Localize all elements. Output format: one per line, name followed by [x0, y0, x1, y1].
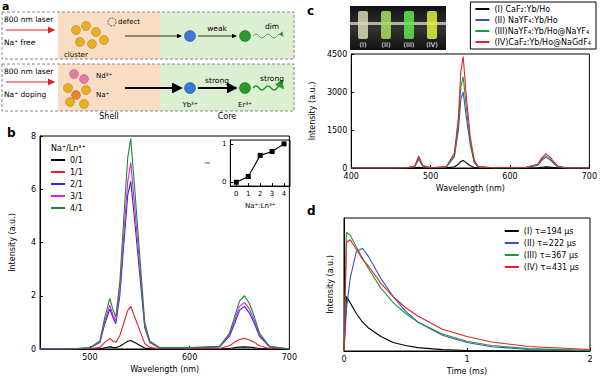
svg-text:Na⁺ free: Na⁺ free [4, 38, 36, 47]
svg-text:d: d [307, 204, 316, 218]
svg-text:(IV): (IV) [426, 41, 437, 49]
svg-text:Shell: Shell [99, 112, 119, 121]
svg-text:700: 700 [282, 353, 297, 362]
svg-text:Intensity (a.u.): Intensity (a.u.) [308, 82, 317, 141]
svg-text:cluster: cluster [64, 51, 88, 59]
svg-text:Er³⁺: Er³⁺ [238, 101, 252, 109]
svg-text:4: 4 [31, 238, 36, 247]
svg-text:(IV)CaF₂:Yb/Ho@NaGdF₄: (IV)CaF₂:Yb/Ho@NaGdF₄ [494, 38, 591, 47]
svg-text:4/1: 4/1 [70, 204, 83, 213]
svg-text:Wavelength (nm): Wavelength (nm) [130, 365, 199, 374]
svg-text:I: I [204, 162, 212, 164]
svg-text:600: 600 [182, 353, 197, 362]
svg-text:4: 4 [282, 190, 287, 198]
svg-text:500: 500 [423, 172, 438, 181]
svg-text:0: 0 [341, 355, 346, 364]
svg-text:3/1: 3/1 [70, 192, 83, 201]
svg-text:(I): (I) [360, 41, 367, 49]
svg-text:3000: 3000 [327, 88, 347, 97]
svg-text:0/1: 0/1 [70, 156, 83, 165]
svg-text:1: 1 [246, 190, 250, 198]
svg-text:6: 6 [31, 185, 36, 194]
svg-text:0: 0 [222, 178, 226, 186]
svg-text:0: 0 [234, 190, 238, 198]
svg-text:Intensity (a.u.): Intensity (a.u.) [8, 213, 17, 272]
svg-text:strong: strong [205, 76, 229, 85]
svg-text:Time (ms): Time (ms) [446, 367, 487, 376]
svg-text:800 nm laser: 800 nm laser [4, 15, 54, 24]
svg-text:600: 600 [502, 172, 517, 181]
svg-text:(II) NaYF₄:Yb/Ho: (II) NaYF₄:Yb/Ho [494, 16, 557, 25]
svg-text:(III)NaYF₄:Yb/Ho@NaYF₄: (III)NaYF₄:Yb/Ho@NaYF₄ [494, 27, 589, 36]
svg-text:b: b [7, 126, 16, 140]
svg-text:1/1: 1/1 [70, 168, 83, 177]
svg-text:weak: weak [207, 24, 227, 33]
svg-text:700: 700 [582, 172, 597, 181]
svg-text:2/1: 2/1 [70, 180, 83, 189]
svg-text:c: c [307, 4, 314, 18]
svg-text:Yb³⁺: Yb³⁺ [181, 101, 198, 109]
svg-text:(IV) τ=431 μs: (IV) τ=431 μs [524, 263, 579, 272]
svg-text:(III) τ=367 μs: (III) τ=367 μs [524, 251, 578, 260]
svg-text:Intensity (a.u.): Intensity (a.u.) [326, 255, 335, 314]
svg-text:Wavelength (nm): Wavelength (nm) [436, 184, 505, 193]
svg-text:4500: 4500 [327, 50, 347, 59]
svg-text:3: 3 [270, 190, 274, 198]
svg-text:a: a [2, 0, 9, 13]
svg-text:2: 2 [258, 190, 262, 198]
svg-text:(II) τ=222 μs: (II) τ=222 μs [524, 239, 576, 248]
svg-text:defect: defect [118, 18, 140, 26]
svg-text:0: 0 [31, 345, 36, 354]
svg-text:2: 2 [587, 355, 592, 364]
svg-text:800 nm laser: 800 nm laser [4, 67, 54, 76]
svg-text:1500: 1500 [327, 126, 347, 135]
svg-text:0: 0 [342, 163, 348, 173]
svg-text:(III): (III) [404, 41, 415, 49]
svg-text:Na⁺: Na⁺ [96, 91, 110, 99]
svg-text:400: 400 [344, 172, 359, 181]
svg-text:2: 2 [31, 291, 36, 300]
svg-text:8: 8 [31, 132, 36, 141]
svg-text:Nd³⁺: Nd³⁺ [96, 72, 112, 80]
svg-text:Core: Core [218, 112, 237, 121]
svg-text:Na⁺/Ln³⁺: Na⁺/Ln³⁺ [51, 144, 86, 153]
svg-text:Na⁺:Ln³⁺: Na⁺:Ln³⁺ [245, 202, 276, 210]
svg-text:500: 500 [82, 353, 97, 362]
svg-text:Na⁺ doping: Na⁺ doping [4, 90, 46, 99]
svg-text:dim: dim [265, 22, 279, 31]
svg-text:strong: strong [260, 74, 284, 83]
svg-text:(I) CaF₂:Yb/Ho: (I) CaF₂:Yb/Ho [494, 5, 550, 14]
svg-text:(I) τ=194 μs: (I) τ=194 μs [524, 227, 574, 236]
svg-text:1: 1 [464, 355, 469, 364]
svg-text:(II): (II) [382, 41, 391, 49]
svg-text:1: 1 [222, 140, 226, 148]
